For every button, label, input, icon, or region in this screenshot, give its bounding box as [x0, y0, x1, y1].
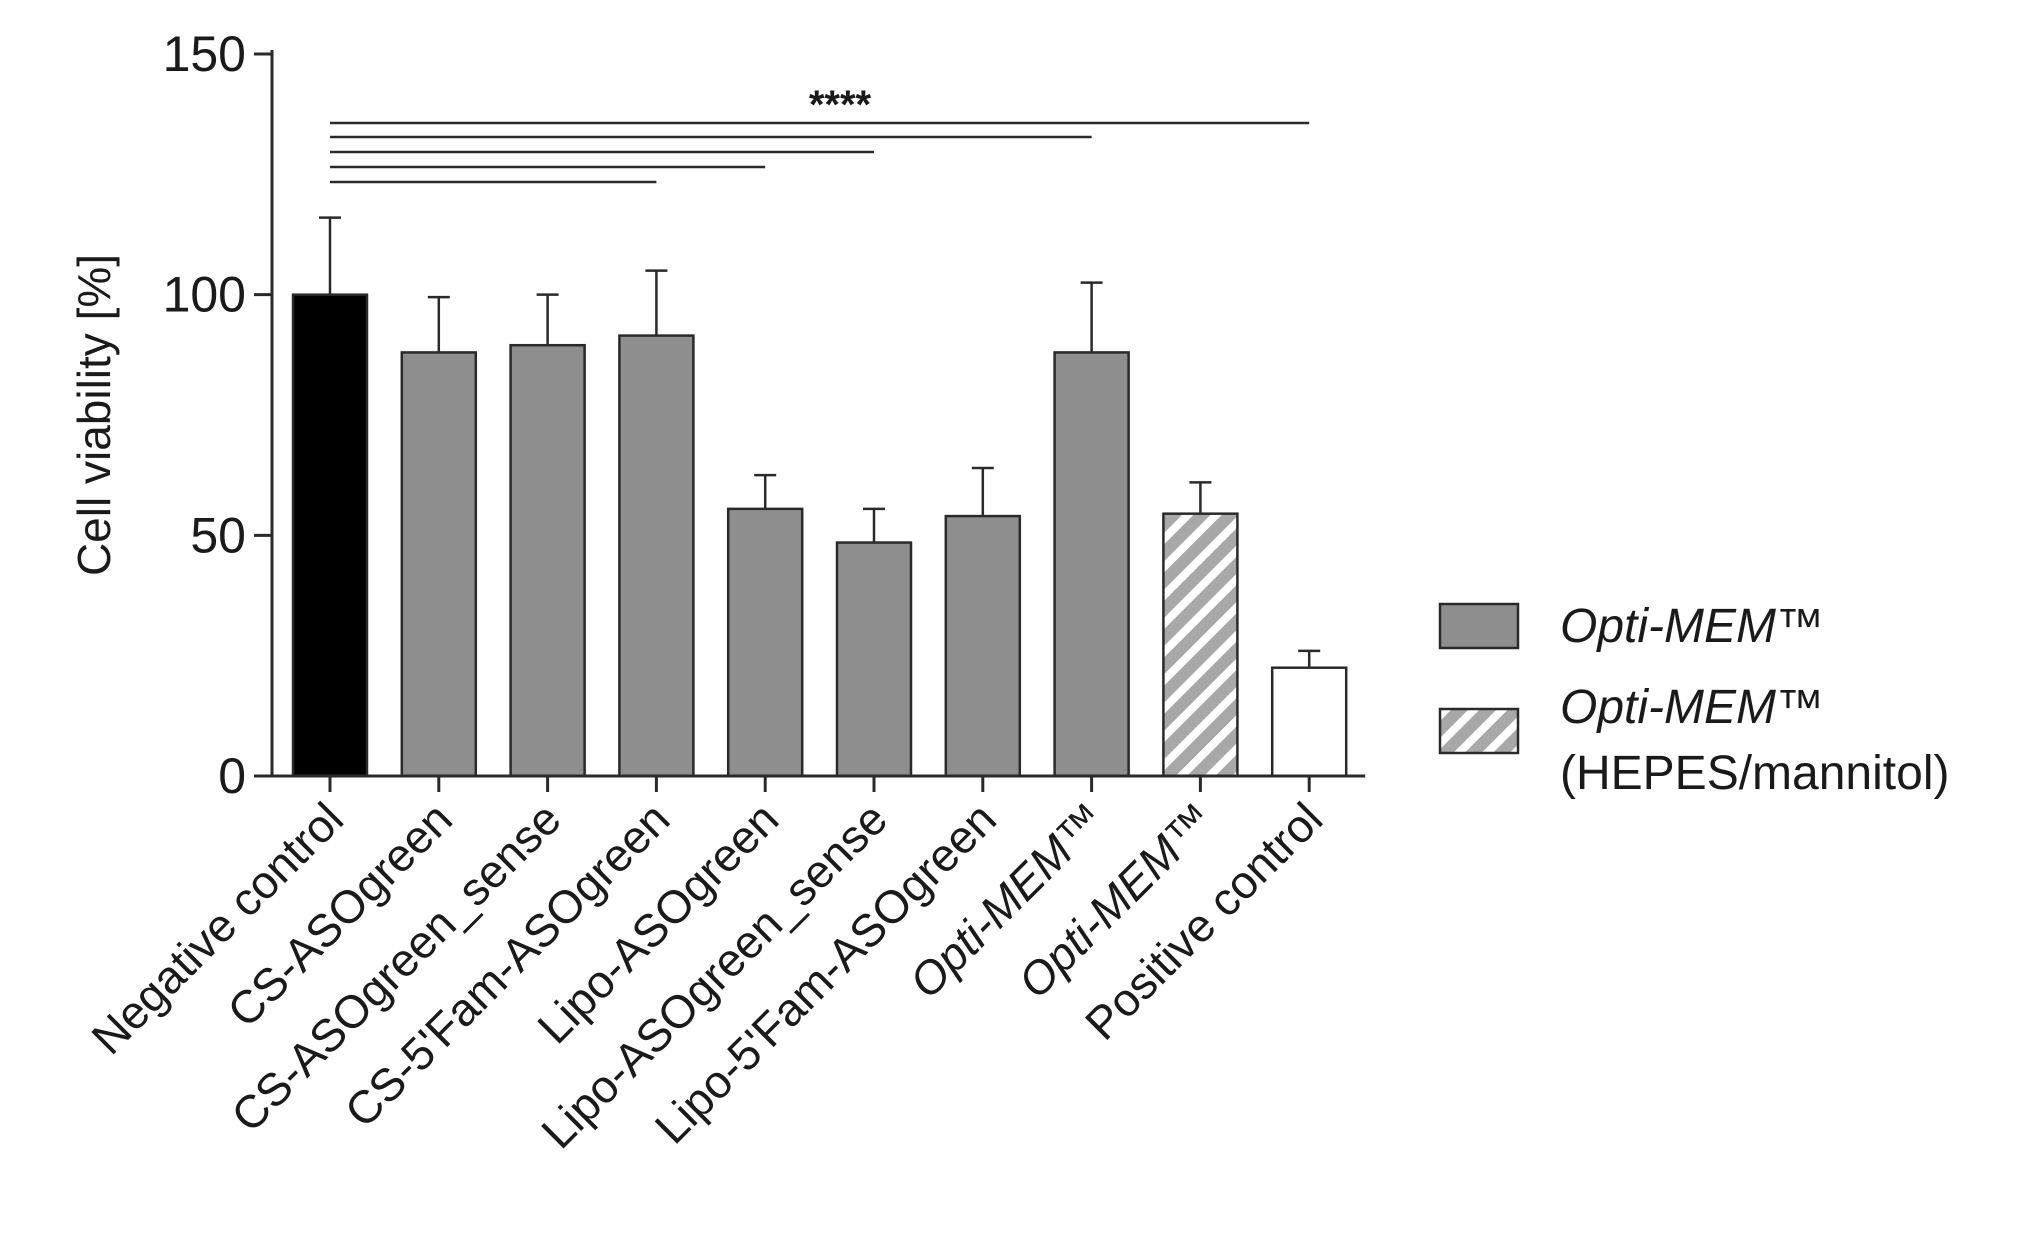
- legend-swatch-1: [1438, 707, 1520, 755]
- significance-group: ****: [330, 83, 1310, 184]
- bar-1: [400, 351, 478, 778]
- bar-0: [291, 293, 369, 778]
- y-tick-label-0: 0: [218, 748, 246, 804]
- bar-5: [835, 541, 913, 778]
- legend-group: Opti-MEM™ Opti-MEM™ (HEPES/mannitol): [1438, 600, 1949, 800]
- bars-group: [291, 293, 1348, 778]
- bar-3: [618, 334, 695, 778]
- significance-label: ****: [809, 83, 872, 127]
- legend-label-1-line2: (HEPES/mannitol): [1560, 747, 1949, 800]
- legend-swatch-0: [1438, 602, 1520, 650]
- bar-6: [944, 514, 1022, 778]
- y-tick-label-50: 50: [190, 507, 246, 563]
- axes-group: 0 50 100 150 Cell viability [%]: [68, 26, 1366, 804]
- bar-8: [1162, 512, 1239, 778]
- legend-label-0: Opti-MEM™: [1560, 600, 1824, 653]
- bar-9: [1270, 666, 1348, 778]
- bar-7: [1053, 351, 1130, 778]
- category-labels-group: Negative controlCS-ASOgreenCS-ASOgreen_s…: [81, 792, 1332, 1158]
- bar-4: [726, 507, 804, 778]
- bar-2: [509, 343, 586, 778]
- y-tick-label-150: 150: [163, 26, 246, 82]
- y-axis-title: Cell viability [%]: [68, 254, 120, 576]
- y-tick-label-100: 100: [163, 267, 246, 323]
- legend-label-1: Opti-MEM™: [1560, 681, 1824, 734]
- error-bars-group: [319, 216, 1321, 668]
